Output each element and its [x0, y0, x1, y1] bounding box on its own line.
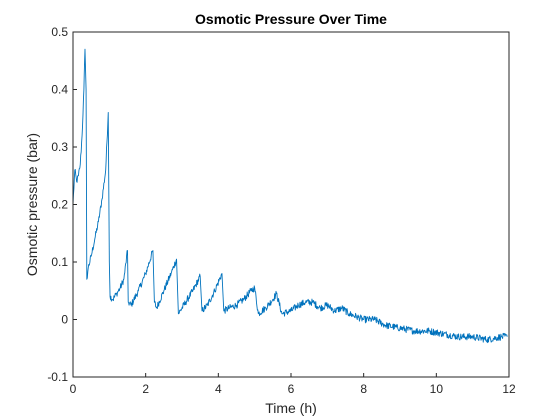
chart-title: Osmotic Pressure Over Time — [195, 11, 387, 27]
y-tick-label: 0.4 — [51, 83, 68, 97]
x-tick-label: 4 — [215, 382, 222, 396]
x-axis-label: Time (h) — [265, 400, 317, 416]
ticks-layer: 0 2 4 6 8 10 12-0.100.10.20.30.40.5 — [47, 25, 516, 396]
x-tick-label: 12 — [502, 382, 516, 396]
y-axis-label: Osmotic pressure (bar) — [24, 133, 40, 276]
plot-area — [73, 32, 509, 377]
x-tick-label: 10 — [430, 382, 444, 396]
y-tick-label: 0.3 — [51, 140, 68, 154]
data-layer — [72, 48, 508, 344]
series-line — [72, 48, 508, 344]
x-tick-label: 6 — [288, 382, 295, 396]
x-tick-label: 2 — [142, 382, 149, 396]
y-tick-label: 0.2 — [51, 198, 68, 212]
x-tick-label: 0 — [70, 382, 77, 396]
y-tick-label: 0.5 — [51, 25, 68, 39]
y-tick-label: 0 — [61, 313, 68, 327]
x-tick-label: 8 — [360, 382, 367, 396]
y-tick-label: -0.1 — [47, 370, 68, 384]
y-tick-label: 0.1 — [51, 255, 68, 269]
